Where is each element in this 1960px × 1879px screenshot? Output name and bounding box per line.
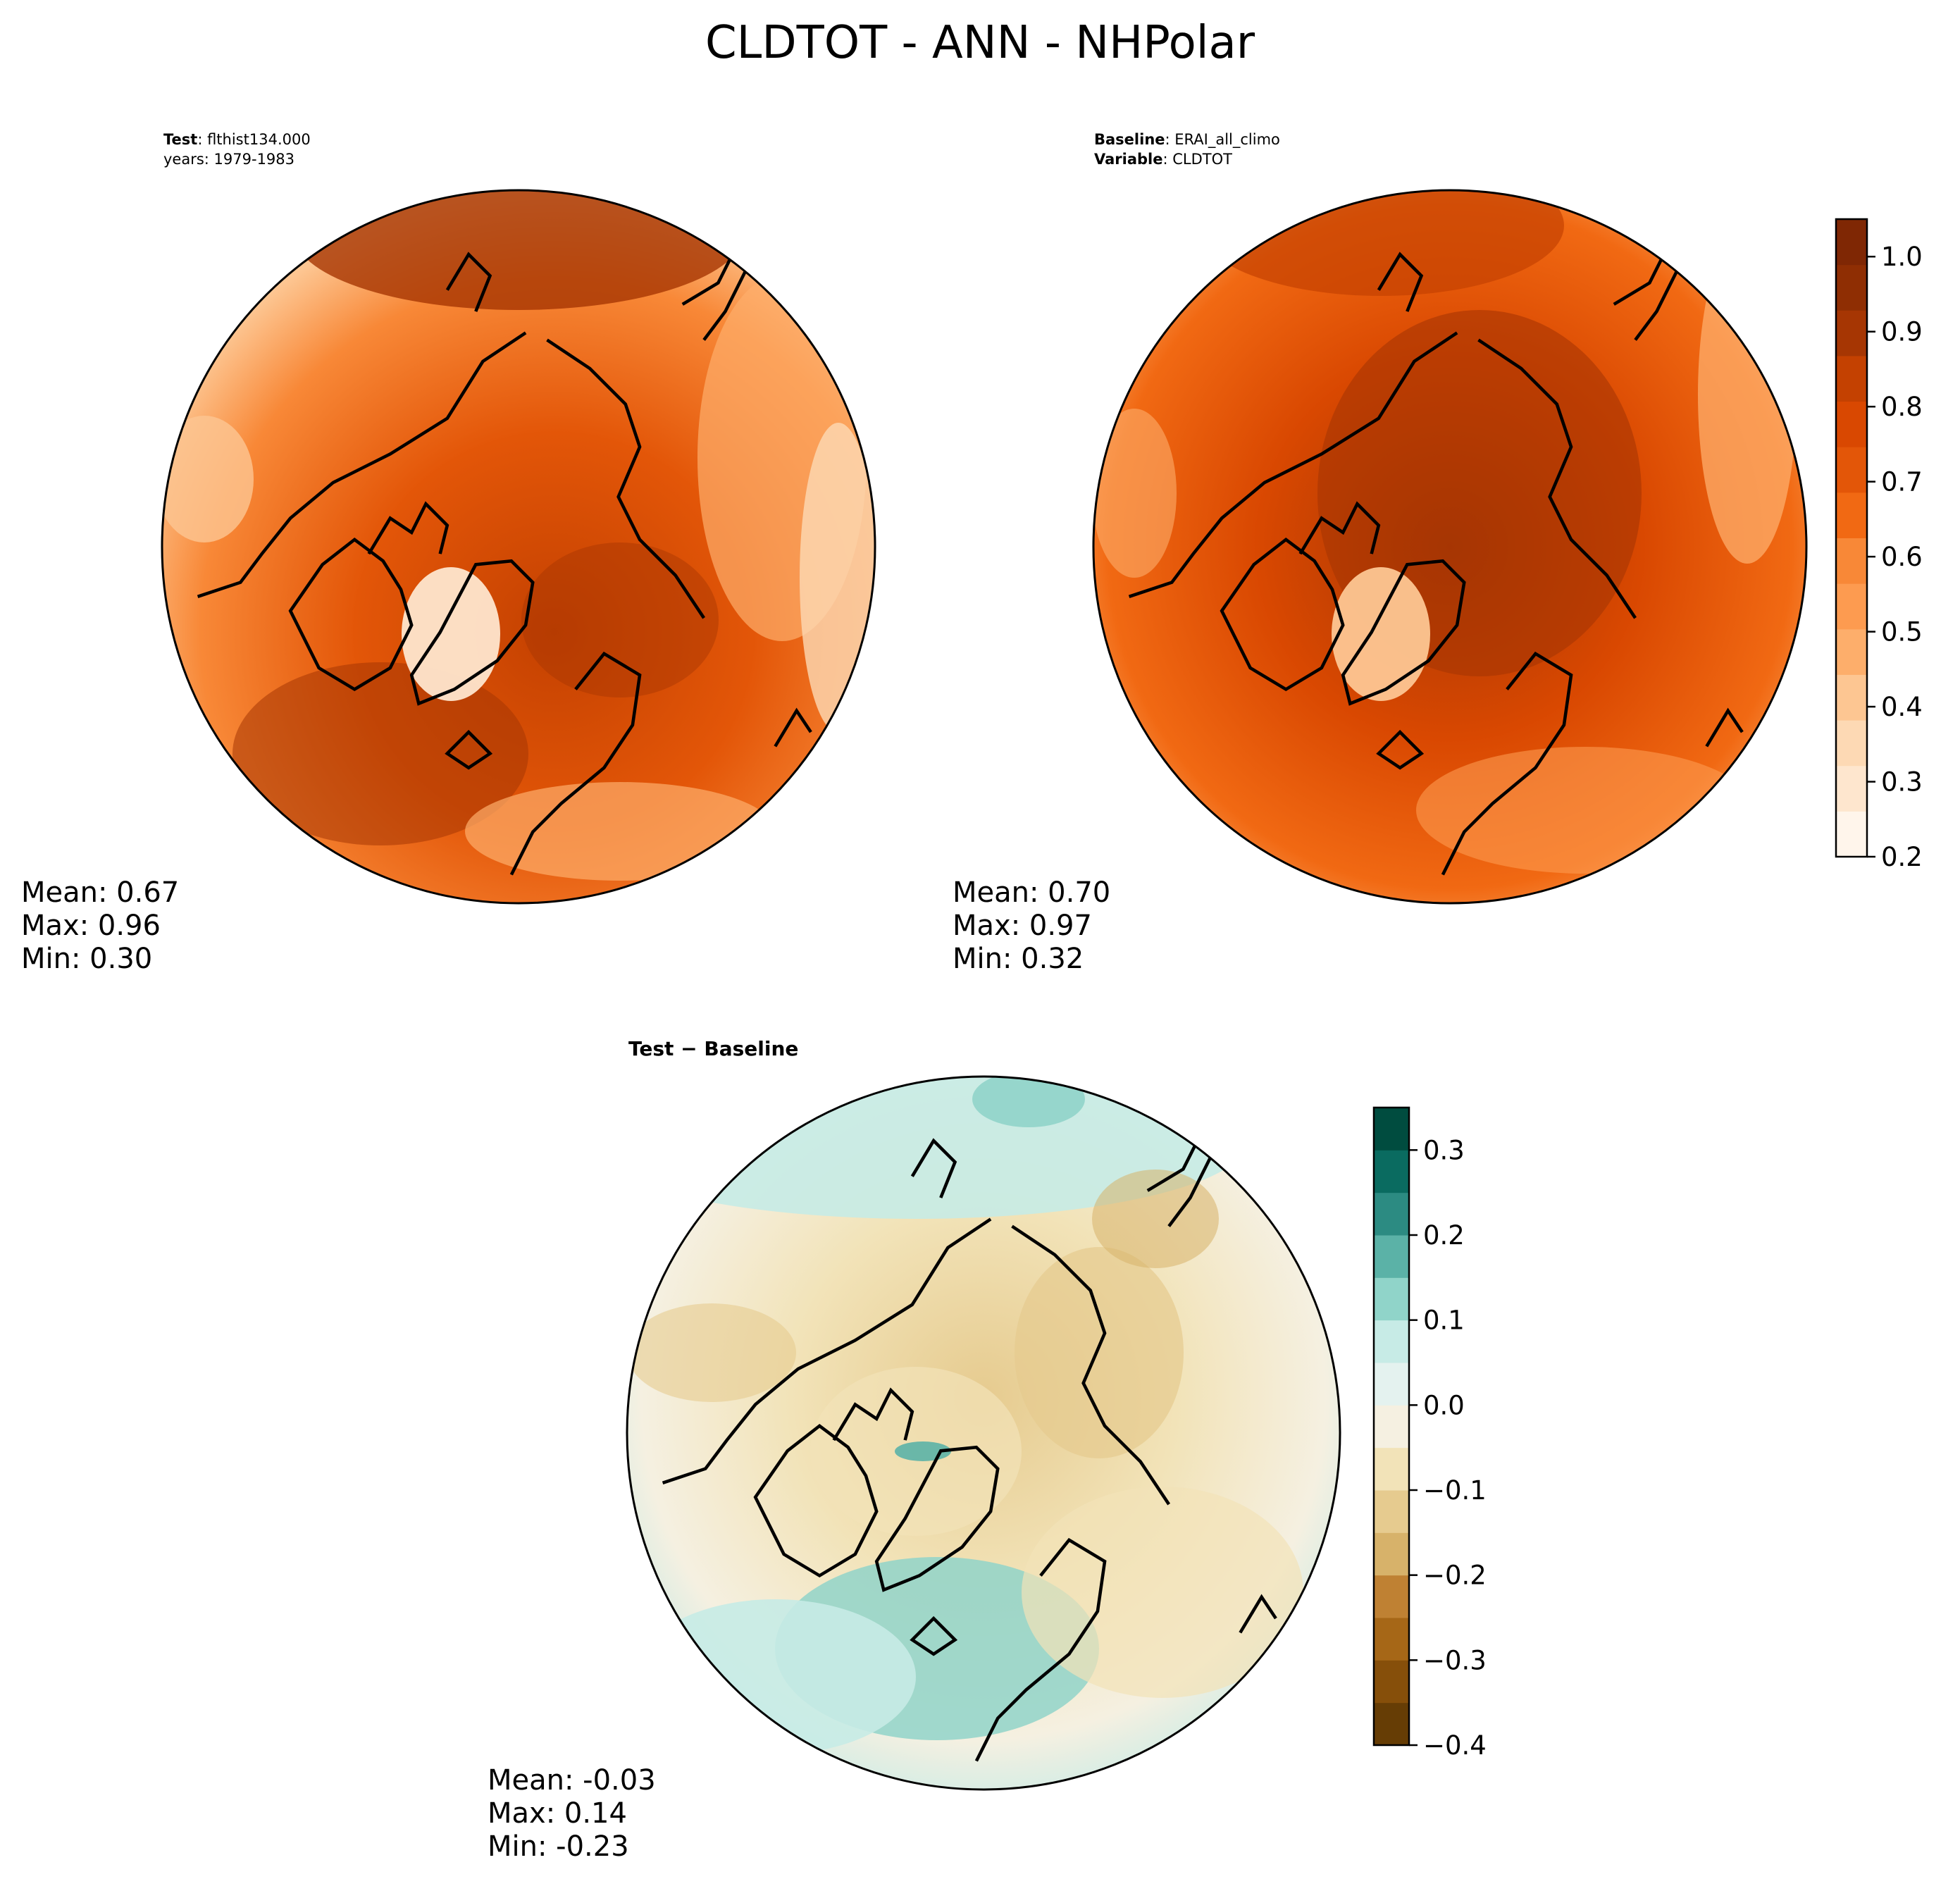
panel-baseline-stat-max: Max: 0.97 bbox=[953, 910, 1092, 942]
colorbar-field-segment bbox=[1836, 310, 1867, 356]
colorbar-field-frame bbox=[1835, 218, 1868, 858]
colorbar-diff-segment bbox=[1374, 1490, 1409, 1533]
colorbar-field-segment bbox=[1836, 628, 1867, 675]
panel-baseline: Baseline: ERAI_all_climo Variable: CLDTO… bbox=[953, 131, 1808, 975]
panel-baseline-stat-mean: Mean: 0.70 bbox=[953, 876, 1110, 909]
colorbar-diff-segment bbox=[1374, 1660, 1409, 1704]
colorbar-diff-tick-label: −0.3 bbox=[1423, 1645, 1487, 1675]
colorbar-diff-segment bbox=[1374, 1405, 1409, 1449]
colorbar-field-segment bbox=[1836, 447, 1867, 493]
panel-baseline-header-line-1: Baseline: ERAI_all_climo bbox=[1094, 131, 1280, 149]
panel-diff-stat-max: Max: 0.14 bbox=[488, 1797, 627, 1830]
colorbar-diff-segment bbox=[1374, 1575, 1409, 1618]
colorbar-diff-tick-label: 0.3 bbox=[1423, 1135, 1465, 1165]
panel-test-header-line-2: years: 1979-1983 bbox=[163, 151, 294, 168]
colorbar-field-segment bbox=[1836, 492, 1867, 538]
map-baseline-outline bbox=[1092, 189, 1808, 905]
colorbar-diff-segment bbox=[1374, 1320, 1409, 1363]
colorbar-field-segment bbox=[1836, 264, 1867, 311]
colorbar-diff-tick-label: 0.2 bbox=[1423, 1220, 1465, 1251]
colorbar-diff: −0.4 −0.3 −0.2 −0.1 0.0 0.1 0.2 0.3 bbox=[1372, 1106, 1487, 1761]
map-test-outline bbox=[161, 189, 876, 905]
colorbar-field: 0.2 0.3 0.4 0.5 0.6 0.7 0.8 0.9 1.0 bbox=[1835, 218, 1923, 872]
map-diff-outline bbox=[626, 1075, 1341, 1791]
figure-title: CLDTOT - ANN - NHPolar bbox=[705, 17, 1255, 69]
map-diff bbox=[627, 1077, 1340, 1790]
colorbar-diff-segment bbox=[1374, 1363, 1409, 1406]
panel-test-stat-mean: Mean: 0.67 bbox=[21, 876, 179, 909]
panel-test-stat-min: Min: 0.30 bbox=[21, 943, 152, 975]
panel-baseline-header-line-2: Variable: CLDTOT bbox=[1094, 151, 1232, 168]
colorbar-field-segment bbox=[1836, 219, 1867, 266]
colorbar-diff-segment bbox=[1374, 1447, 1409, 1491]
colorbar-field-segment bbox=[1836, 583, 1867, 630]
colorbar-diff-segment bbox=[1374, 1702, 1409, 1746]
map-test bbox=[162, 190, 875, 903]
colorbar-field-segment bbox=[1836, 538, 1867, 584]
panel-test: Test: flthist134.000 years: 1979-1983 Me… bbox=[21, 131, 876, 975]
colorbar-field-segment bbox=[1836, 811, 1867, 857]
colorbar-diff-tick-label: −0.1 bbox=[1423, 1475, 1487, 1506]
colorbar-field-tick-label: 0.6 bbox=[1881, 542, 1923, 572]
colorbar-diff-frame bbox=[1372, 1106, 1410, 1747]
colorbar-diff-tick-label: −0.4 bbox=[1423, 1730, 1487, 1761]
colorbar-diff-segment bbox=[1374, 1108, 1409, 1151]
panel-diff-stat-min: Min: -0.23 bbox=[488, 1830, 629, 1863]
colorbar-field-tick-label: 0.3 bbox=[1881, 767, 1923, 798]
colorbar-field-tick-label: 0.7 bbox=[1881, 467, 1923, 497]
colorbar-field-segment bbox=[1836, 765, 1867, 812]
panel-diff-stat-mean: Mean: -0.03 bbox=[488, 1764, 656, 1797]
colorbar-field-segment bbox=[1836, 355, 1867, 402]
colorbar-field-tick-label: 1.0 bbox=[1881, 242, 1923, 272]
colorbar-field-segment bbox=[1836, 401, 1867, 447]
colorbar-field-tick-label: 0.2 bbox=[1881, 842, 1923, 872]
panel-baseline-stat-min: Min: 0.32 bbox=[953, 943, 1084, 975]
colorbar-diff-segment bbox=[1374, 1235, 1409, 1278]
colorbar-diff-segment bbox=[1374, 1532, 1409, 1576]
colorbar-diff-tick-label: −0.2 bbox=[1423, 1561, 1487, 1591]
colorbar-diff-tick-label: 0.0 bbox=[1423, 1390, 1465, 1420]
colorbar-diff-segment bbox=[1374, 1150, 1409, 1193]
panel-test-header-line-1: Test: flthist134.000 bbox=[163, 131, 311, 148]
colorbar-field-tick-label: 0.9 bbox=[1881, 317, 1923, 347]
colorbar-field-tick-label: 0.5 bbox=[1881, 617, 1923, 647]
panel-diff: Test − Baseline Mean: -0.03 Max: 0.14 Mi… bbox=[488, 1037, 1341, 1863]
colorbar-field-tick-label: 0.4 bbox=[1881, 692, 1923, 722]
colorbar-diff-segment bbox=[1374, 1277, 1409, 1321]
colorbar-diff-segment bbox=[1374, 1618, 1409, 1661]
colorbar-field-segment bbox=[1836, 674, 1867, 721]
colorbar-diff-tick-label: 0.1 bbox=[1423, 1306, 1465, 1336]
map-baseline bbox=[1093, 190, 1806, 903]
panel-test-stat-max: Max: 0.96 bbox=[21, 910, 161, 942]
colorbar-field-segment bbox=[1836, 720, 1867, 767]
colorbar-field-tick-label: 0.8 bbox=[1881, 392, 1923, 422]
panel-diff-header: Test − Baseline bbox=[628, 1037, 798, 1060]
colorbar-diff-segment bbox=[1374, 1192, 1409, 1236]
